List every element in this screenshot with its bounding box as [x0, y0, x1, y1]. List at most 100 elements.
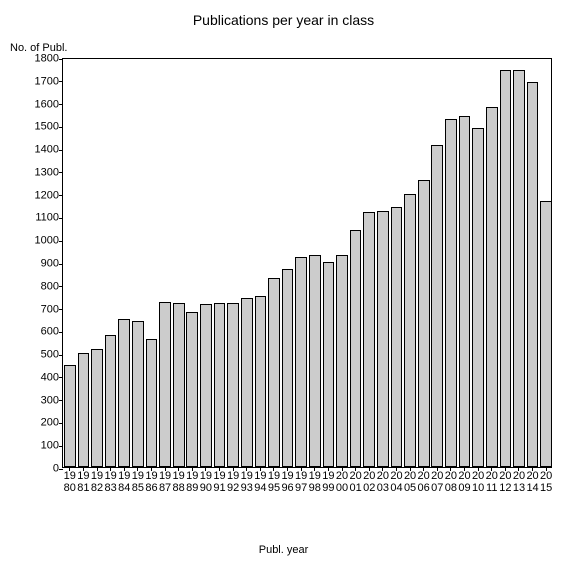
x-tick-label: 1990 [199, 471, 213, 494]
bar [486, 107, 498, 467]
x-tick-label: 1985 [131, 471, 145, 494]
y-tick-label: 900 [41, 259, 59, 270]
x-tick-label: 2003 [376, 471, 390, 494]
x-tick-label: 2001 [349, 471, 363, 494]
x-tick-label: 1986 [145, 471, 159, 494]
bar [295, 257, 307, 467]
bar [472, 128, 484, 467]
y-tick-mark [59, 355, 63, 356]
x-tick-label: 1992 [226, 471, 240, 494]
bar [309, 255, 321, 467]
bar [241, 298, 253, 467]
x-tick-label: 1987 [158, 471, 172, 494]
bar [105, 335, 117, 467]
x-tick-label: 2013 [512, 471, 526, 494]
x-tick-label: 2002 [362, 471, 376, 494]
y-tick-mark [59, 172, 63, 173]
x-tick-label: 2010 [471, 471, 485, 494]
y-tick-label: 300 [41, 395, 59, 406]
y-tick-mark [59, 332, 63, 333]
plot-area: 0100200300400500600700800900100011001200… [62, 58, 552, 468]
x-tick-label: 1994 [254, 471, 268, 494]
y-tick-label: 1100 [35, 213, 59, 224]
x-tick-label: 1993 [240, 471, 254, 494]
bar [377, 211, 389, 467]
bar [431, 145, 443, 467]
x-tick-label: 1996 [281, 471, 295, 494]
x-tick-label: 1997 [294, 471, 308, 494]
y-tick-mark [59, 446, 63, 447]
y-tick-label: 500 [41, 350, 59, 361]
bar [227, 303, 239, 467]
bar [500, 70, 512, 467]
x-tick-label: 1981 [77, 471, 91, 494]
y-tick-label: 200 [41, 418, 59, 429]
bar [91, 349, 103, 467]
x-tick-label: 1999 [322, 471, 336, 494]
y-tick-label: 1800 [35, 54, 59, 65]
y-tick-mark [59, 423, 63, 424]
y-tick-mark [59, 104, 63, 105]
bar [350, 230, 362, 467]
x-tick-label: 2007 [431, 471, 445, 494]
y-tick-label: 1700 [35, 76, 59, 87]
x-tick-label: 2006 [417, 471, 431, 494]
x-tick-label: 2015 [539, 471, 553, 494]
x-tick-label: 1983 [104, 471, 118, 494]
x-tick-label: 2008 [444, 471, 458, 494]
bar [540, 201, 552, 468]
x-tick-label: 2005 [403, 471, 417, 494]
y-tick-mark [59, 150, 63, 151]
bar [78, 353, 90, 467]
y-tick-label: 100 [41, 441, 59, 452]
y-tick-label: 700 [41, 304, 59, 315]
x-tick-label: 2000 [335, 471, 349, 494]
y-tick-label: 1400 [35, 145, 59, 156]
x-tick-label: 2004 [390, 471, 404, 494]
chart-container: Publications per year in class No. of Pu… [0, 0, 567, 567]
bar [459, 116, 471, 467]
y-tick-mark [59, 195, 63, 196]
bar [146, 339, 158, 467]
bar [336, 255, 348, 467]
bar [132, 321, 144, 467]
y-tick-label: 1200 [35, 190, 59, 201]
bar [186, 312, 198, 467]
y-tick-label: 1300 [35, 167, 59, 178]
y-tick-mark [59, 218, 63, 219]
y-tick-mark [59, 81, 63, 82]
x-tick-label: 1984 [117, 471, 131, 494]
y-tick-mark [59, 469, 63, 470]
y-tick-label: 800 [41, 281, 59, 292]
bar [445, 119, 457, 468]
y-tick-label: 1000 [35, 236, 59, 247]
x-tick-label: 2009 [458, 471, 472, 494]
bar [200, 304, 212, 467]
x-tick-label: 1991 [213, 471, 227, 494]
bar [173, 303, 185, 467]
x-tick-label: 1980 [63, 471, 77, 494]
bar [64, 365, 76, 468]
chart-title: Publications per year in class [0, 12, 567, 28]
y-tick-mark [59, 377, 63, 378]
bar [323, 262, 335, 467]
bar [391, 207, 403, 467]
y-tick-mark [59, 286, 63, 287]
bar [527, 82, 539, 467]
x-axis-label: Publ. year [0, 544, 567, 556]
bar [282, 269, 294, 467]
y-tick-label: 0 [53, 464, 59, 475]
y-tick-mark [59, 127, 63, 128]
y-tick-mark [59, 241, 63, 242]
y-tick-mark [59, 264, 63, 265]
bar [404, 194, 416, 467]
x-tick-label: 1982 [90, 471, 104, 494]
bar [214, 303, 226, 467]
x-tick-label: 2011 [485, 471, 499, 494]
bar [255, 296, 267, 467]
bar [418, 180, 430, 467]
y-tick-mark [59, 59, 63, 60]
y-tick-label: 600 [41, 327, 59, 338]
y-tick-mark [59, 309, 63, 310]
bar [118, 319, 130, 467]
